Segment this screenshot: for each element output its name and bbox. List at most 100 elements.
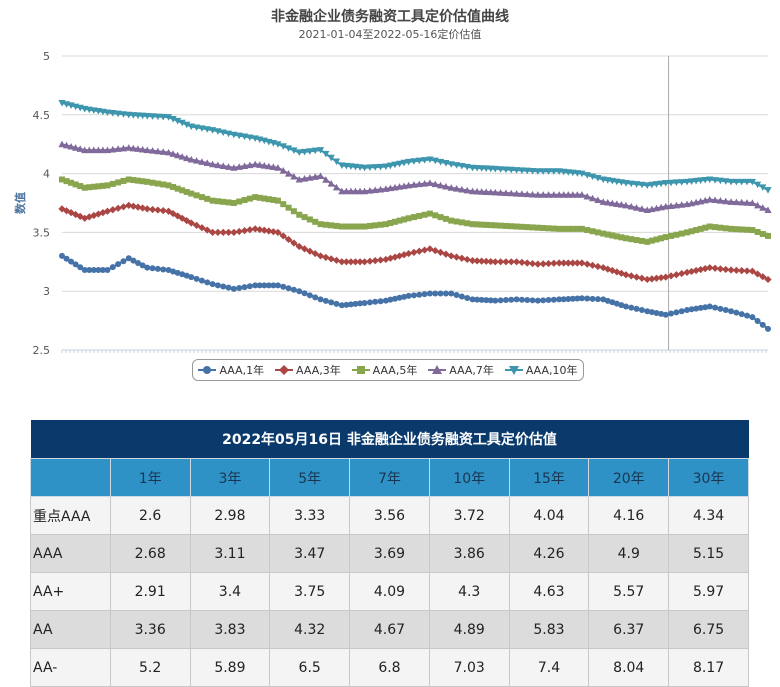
data-point [235, 163, 243, 170]
data-point [143, 146, 151, 154]
data-point [134, 203, 142, 211]
data-point [431, 157, 439, 165]
data-point [712, 304, 719, 311]
data-point [678, 269, 686, 278]
data-point [578, 170, 586, 178]
data-point [478, 221, 485, 228]
data-point [416, 212, 423, 219]
data-point [492, 222, 499, 229]
data-point [109, 110, 117, 117]
legend-item[interactable]: AAA,1年 [198, 362, 264, 378]
legend-item[interactable]: AAA,5年 [351, 362, 418, 378]
data-point [164, 148, 173, 156]
data-point [550, 168, 558, 175]
data-point [518, 167, 526, 174]
table-header-cell: 10年 [428, 458, 510, 497]
legend-label: AAA,5年 [372, 364, 418, 377]
data-point [77, 183, 84, 190]
data-point [81, 146, 89, 154]
data-point [678, 201, 686, 208]
data-point [722, 265, 730, 274]
data-point [90, 211, 98, 220]
data-point [652, 181, 661, 188]
data-point [63, 178, 70, 185]
data-point [765, 325, 771, 332]
data-point [657, 180, 665, 188]
valuation-table: 2022年05月16日 非金融企业债务融资工具定价估值 1年 3年 5年 7年 10年 1… [30, 420, 749, 687]
data-point [95, 183, 102, 190]
data-point [103, 146, 112, 154]
data-point [343, 223, 350, 230]
table-header-cell: 15年 [508, 458, 590, 497]
data-point [464, 220, 471, 227]
data-point [251, 225, 259, 233]
data-point [401, 216, 408, 223]
data-point [405, 158, 413, 166]
data-point [633, 237, 640, 244]
y-tick-label: 5 [43, 50, 50, 63]
data-point [311, 147, 319, 155]
data-point [478, 296, 485, 303]
data-point [187, 123, 195, 131]
data-point [361, 299, 368, 306]
data-point [154, 265, 161, 272]
data-point [67, 142, 75, 150]
data-point [555, 259, 563, 267]
data-point [342, 258, 350, 266]
data-point [265, 282, 272, 289]
data-point [333, 222, 340, 229]
data-point [377, 221, 384, 228]
data-point [638, 274, 646, 282]
data-point [352, 223, 359, 230]
table-cell: 4.67 [349, 610, 430, 649]
legend-item[interactable]: AAA,10年 [504, 362, 578, 378]
data-point [643, 182, 651, 189]
data-point [420, 179, 429, 187]
data-point [628, 236, 635, 243]
data-point [360, 164, 369, 172]
data-point [508, 223, 515, 230]
data-point [458, 254, 466, 262]
data-point [468, 257, 477, 265]
data-point [716, 197, 725, 204]
table-row: AA- 5.2 5.89 6.5 6.8 7.03 7.4 8.04 8.17 [30, 648, 749, 687]
data-point [668, 310, 675, 317]
data-point [174, 151, 182, 159]
data-point [183, 154, 191, 162]
data-point [149, 179, 156, 186]
data-point [81, 184, 88, 191]
data-point [198, 194, 205, 201]
data-point [667, 272, 675, 280]
data-point [458, 219, 465, 226]
data-point [290, 239, 298, 247]
data-point [77, 264, 84, 271]
data-point [410, 214, 417, 221]
data-point [230, 131, 238, 139]
data-point [678, 308, 685, 315]
data-point [351, 258, 360, 266]
data-point [316, 147, 325, 154]
data-point [300, 174, 309, 182]
data-point [198, 277, 205, 284]
data-point [265, 227, 273, 235]
data-point [416, 291, 423, 298]
data-point [357, 300, 364, 307]
data-point [420, 246, 429, 254]
data-point [192, 124, 201, 132]
data-point [578, 225, 585, 232]
table-cell: 5.57 [588, 572, 670, 611]
data-point [545, 225, 552, 232]
data-point [333, 300, 340, 307]
data-point [644, 308, 651, 315]
data-point [545, 297, 552, 304]
data-point [468, 187, 477, 195]
data-point [732, 266, 740, 274]
legend-item[interactable]: AAA,3年 [275, 362, 341, 378]
data-point [539, 168, 547, 175]
legend-marker-icon [504, 366, 523, 375]
table-cell: 2.98 [189, 496, 271, 535]
data-point [328, 299, 335, 306]
legend-item[interactable]: AAA,7年 [428, 362, 494, 378]
data-point [81, 267, 88, 274]
data-point [274, 228, 282, 236]
